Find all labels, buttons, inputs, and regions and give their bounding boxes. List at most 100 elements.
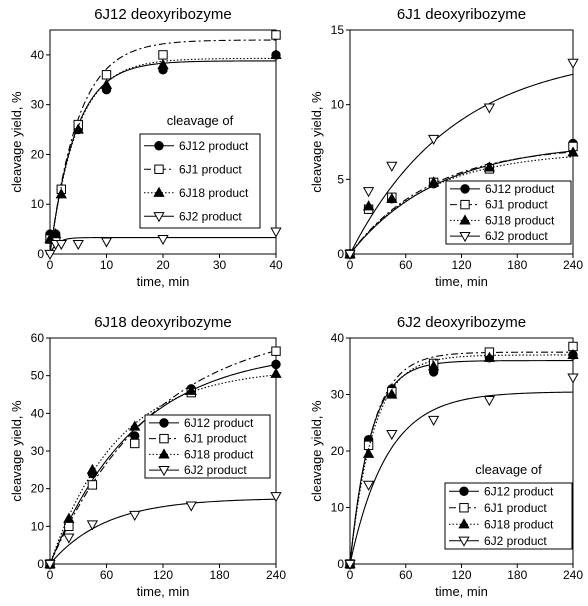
legend-label: 6J2 product (484, 534, 547, 548)
data-point (101, 70, 112, 80)
fit-curve-4 (50, 498, 276, 564)
data-point (344, 249, 356, 261)
data-point (72, 123, 84, 134)
y-axis-label: cleavage yield, % (9, 400, 24, 502)
data-point (271, 30, 281, 40)
data-point (271, 346, 281, 356)
legend-label: 6J18 product (179, 186, 249, 200)
y-tick-label: 40 (331, 331, 345, 345)
fit-curve-2 (350, 351, 573, 564)
y-tick-label: 0 (37, 557, 44, 571)
y-tick-label: 15 (331, 23, 345, 37)
x-tick-label: 0 (47, 568, 54, 582)
legend-marker (159, 418, 169, 428)
x-tick-label: 180 (209, 568, 229, 582)
legend-marker (153, 186, 165, 197)
data-point (100, 237, 113, 248)
x-tick-label: 0 (347, 568, 354, 582)
y-tick-label: 30 (31, 98, 45, 112)
data-point (72, 239, 84, 251)
data-point (362, 447, 375, 458)
data-point (362, 480, 375, 491)
y-tick-label: 0 (37, 247, 44, 261)
data-point (567, 58, 579, 69)
y-tick-label: 10 (31, 197, 45, 211)
y-tick-label: 30 (331, 388, 345, 402)
data-point (271, 359, 281, 370)
legend-label: 6J2 product (184, 463, 247, 477)
data-point (87, 480, 98, 490)
data-point (483, 103, 496, 114)
legend-marker (158, 466, 170, 477)
x-tick-label: 240 (563, 568, 583, 582)
fit-curve-3 (350, 156, 573, 254)
x-tick-label: 0 (47, 258, 54, 272)
chart-panel: 6J1 deoxyribozyme 0 60 120 180 240 0 5 10 15 time,… (309, 6, 583, 289)
data-point (44, 559, 56, 571)
legend-marker (459, 232, 471, 243)
x-tick-label: 60 (399, 568, 413, 582)
x-tick-label: 60 (399, 258, 413, 272)
y-tick-label: 50 (31, 369, 45, 383)
chart-title: 6J2 deoxyribozyme (397, 314, 526, 331)
x-tick-label: 10 (100, 258, 114, 272)
data-point (483, 351, 496, 362)
legend-label: 6J1 product (484, 501, 547, 515)
y-tick-label: 10 (331, 501, 345, 515)
y-tick-label: 0 (337, 557, 344, 571)
x-tick-label: 240 (266, 568, 286, 582)
data-point (100, 78, 113, 89)
y-tick-label: 5 (337, 172, 344, 186)
x-axis-label: time, min (137, 274, 190, 289)
legend-marker (460, 184, 470, 194)
legend-marker (154, 141, 164, 151)
fit-curve-3 (50, 374, 276, 564)
legend-marker (460, 199, 470, 210)
data-point (270, 367, 282, 378)
legend-marker (459, 486, 469, 496)
data-point (270, 48, 282, 59)
data-point (270, 227, 282, 238)
chart-panel: 6J18 deoxyribozyme 0 60 120 180 240 0 10 20 30 40 5… (9, 314, 286, 599)
y-tick-label: 40 (31, 48, 45, 62)
chart-panel: 6J2 deoxyribozyme 0 60 120 180 240 0 10 20 30 40 ti… (309, 314, 583, 599)
x-tick-label: 40 (269, 258, 283, 272)
legend-label: 6J12 product (179, 139, 249, 153)
data-point (427, 134, 440, 146)
data-point (344, 559, 356, 571)
data-point (86, 463, 99, 474)
legend-label: 6J1 product (184, 432, 247, 446)
x-tick-label: 120 (451, 568, 471, 582)
data-point (55, 188, 67, 199)
data-point (483, 396, 496, 407)
y-axis-label: cleavage yield, % (9, 91, 24, 193)
data-point (362, 200, 375, 211)
data-point (49, 228, 62, 239)
legend-label: 6J18 product (485, 213, 555, 227)
fit-curve-1 (50, 364, 276, 564)
legend-marker (154, 164, 164, 174)
data-point (129, 420, 141, 431)
data-point (130, 438, 140, 449)
y-tick-label: 20 (31, 482, 45, 496)
fit-curve-2 (50, 39, 276, 254)
legend-marker (158, 448, 170, 459)
y-tick-label: 10 (331, 98, 345, 112)
x-axis-label: time, min (435, 274, 488, 289)
data-point (157, 58, 169, 69)
data-point (63, 533, 75, 544)
legend-label: 6J18 product (484, 517, 554, 531)
legend-marker (459, 503, 469, 513)
data-point (567, 373, 579, 384)
legend-marker (153, 212, 165, 223)
fit-curve-2 (350, 151, 573, 254)
data-point (386, 161, 398, 172)
data-point (129, 510, 141, 522)
y-tick-label: 60 (31, 331, 45, 345)
data-point (86, 520, 99, 531)
legend-title: cleavage of (167, 113, 234, 128)
y-tick-label: 20 (31, 147, 45, 161)
y-axis-label: cleavage yield, % (309, 400, 324, 502)
data-point (63, 512, 75, 523)
legend-label: 6J1 product (485, 198, 548, 212)
